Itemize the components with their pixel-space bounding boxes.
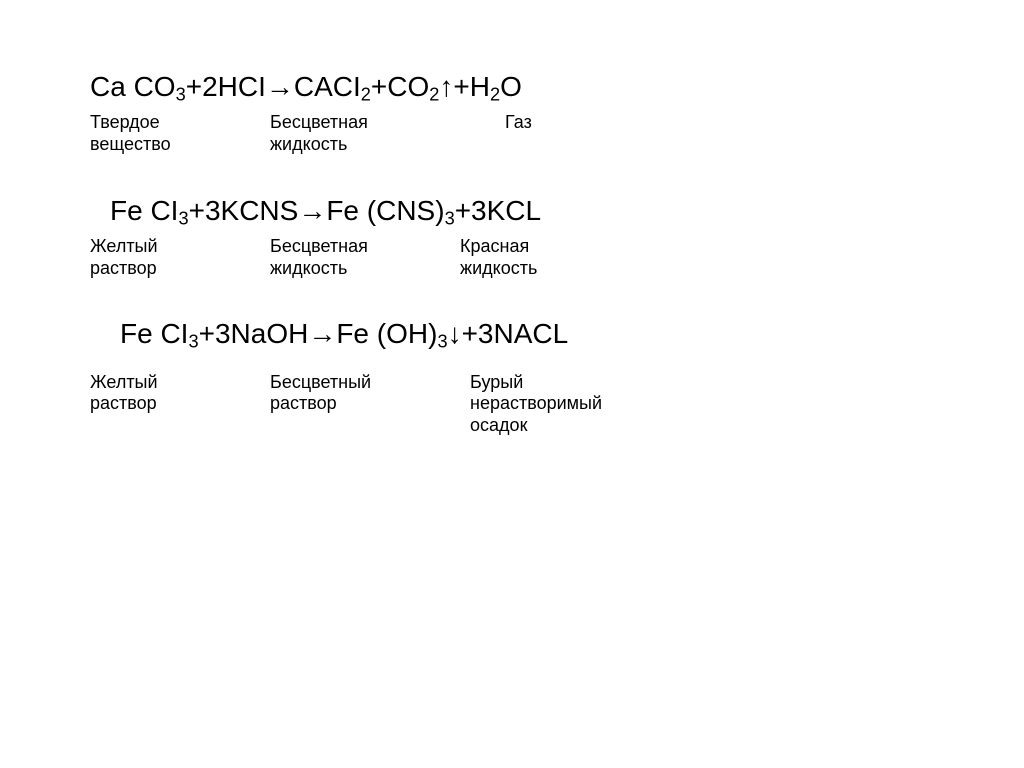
- l1-col1: Твердое вещество: [90, 112, 265, 155]
- l3-1a: Желтый: [90, 372, 158, 394]
- eq2-coef1: 3: [205, 194, 221, 228]
- l1-3a: Газ: [505, 112, 532, 134]
- l1-col2: Бесцветная жидкость: [270, 112, 500, 155]
- l1-1a: Твердое: [90, 112, 160, 134]
- eq1-p3-tail: O: [500, 70, 522, 104]
- l2-col2: Бесцветная жидкость: [270, 236, 455, 279]
- eq3-r1: Fe CI: [120, 317, 188, 351]
- l3-col3: Бурый нерастворимый осадок: [470, 372, 650, 437]
- l2-col3: Красная жидкость: [460, 236, 620, 279]
- l3-3c: осадок: [470, 415, 527, 437]
- labels-3: Желтый раствор Бесцветный раствор Бурый …: [90, 372, 934, 437]
- eq3-coef2: 3: [478, 317, 494, 351]
- eq2-p1-sub: 3: [445, 208, 455, 228]
- eq1-r1: Ca CO: [90, 70, 176, 104]
- eq3-r2: NaOH: [231, 317, 309, 351]
- l2-1b: раствор: [90, 258, 157, 280]
- eq1-r1-sub: 3: [176, 85, 186, 105]
- l2-col1: Желтый раствор: [90, 236, 265, 279]
- eq1-p1: CACI: [294, 70, 361, 104]
- labels-1: Твердое вещество Бесцветная жидкость Газ: [90, 112, 934, 155]
- eq1-p3: H: [470, 70, 490, 104]
- page: Ca CO3 + 2 HCI → CACI2 + CO2↑+ H2O Тверд…: [0, 0, 1024, 436]
- l3-3b: нерастворимый: [470, 393, 602, 415]
- eq2-r1: Fe CI: [110, 194, 178, 228]
- eq3-coef1: 3: [215, 317, 231, 351]
- eq1-gas-icon: ↑: [439, 70, 453, 104]
- eq3-precip-icon: ↓: [448, 317, 462, 351]
- l2-3a: Красная: [460, 236, 529, 258]
- eq2-r2: KCNS: [221, 194, 299, 228]
- eq2-r1-sub: 3: [178, 208, 188, 228]
- eq1-p2: CO: [387, 70, 429, 104]
- labels-2: Желтый раствор Бесцветная жидкость Красн…: [90, 236, 934, 279]
- l1-2b: жидкость: [270, 134, 347, 156]
- eq2-coef2: 3: [471, 194, 487, 228]
- eq3-r1-sub: 3: [188, 332, 198, 352]
- l1-col3: Газ: [505, 112, 625, 134]
- eq1-p1-sub: 2: [361, 85, 371, 105]
- eq2-arrow: →: [298, 194, 326, 228]
- reaction-1: Ca CO3 + 2 HCI → CACI2 + CO2↑+ H2O Тверд…: [90, 70, 934, 156]
- eq1-p3-sub: 2: [490, 85, 500, 105]
- equation-2: Fe CI3 + 3 KCNS → Fe (CNS)3 + 3 KCL: [90, 194, 934, 230]
- eq1-plus3: +: [453, 70, 469, 104]
- l3-3a: Бурый: [470, 372, 523, 394]
- eq2-plus1: +: [189, 194, 205, 228]
- eq1-plus1: +: [186, 70, 202, 104]
- eq3-arrow: →: [308, 317, 336, 351]
- l2-2a: Бесцветная: [270, 236, 368, 258]
- eq1-r2: HCI: [218, 70, 266, 104]
- l3-col2: Бесцветный раствор: [270, 372, 465, 415]
- l2-1a: Желтый: [90, 236, 158, 258]
- eq2-p1: Fe (CNS): [326, 194, 444, 228]
- eq3-plus1: +: [199, 317, 215, 351]
- eq1-coef1: 2: [202, 70, 218, 104]
- eq1-plus2: +: [371, 70, 387, 104]
- eq3-p2: NACL: [494, 317, 569, 351]
- eq3-plus2: +: [462, 317, 478, 351]
- l3-2a: Бесцветный: [270, 372, 371, 394]
- reaction-3: Fe CI3 + 3 NaOH → Fe (OH)3↓ + 3NACL Желт…: [90, 317, 934, 436]
- l1-2a: Бесцветная: [270, 112, 368, 134]
- eq2-p2: KCL: [487, 194, 541, 228]
- reaction-2: Fe CI3 + 3 KCNS → Fe (CNS)3 + 3 KCL Желт…: [90, 194, 934, 280]
- l3-2b: раствор: [270, 393, 337, 415]
- eq1-arrow: →: [266, 70, 294, 104]
- l3-1b: раствор: [90, 393, 157, 415]
- eq1-p2-sub: 2: [429, 85, 439, 105]
- l3-col1: Желтый раствор: [90, 372, 265, 415]
- l2-3b: жидкость: [460, 258, 537, 280]
- l1-1b: вещество: [90, 134, 171, 156]
- eq3-p1-sub: 3: [437, 332, 447, 352]
- eq2-plus2: +: [455, 194, 471, 228]
- equation-1: Ca CO3 + 2 HCI → CACI2 + CO2↑+ H2O: [90, 70, 934, 106]
- equation-3: Fe CI3 + 3 NaOH → Fe (OH)3↓ + 3NACL: [90, 317, 934, 353]
- eq3-p1: Fe (OH): [336, 317, 437, 351]
- l2-2b: жидкость: [270, 258, 347, 280]
